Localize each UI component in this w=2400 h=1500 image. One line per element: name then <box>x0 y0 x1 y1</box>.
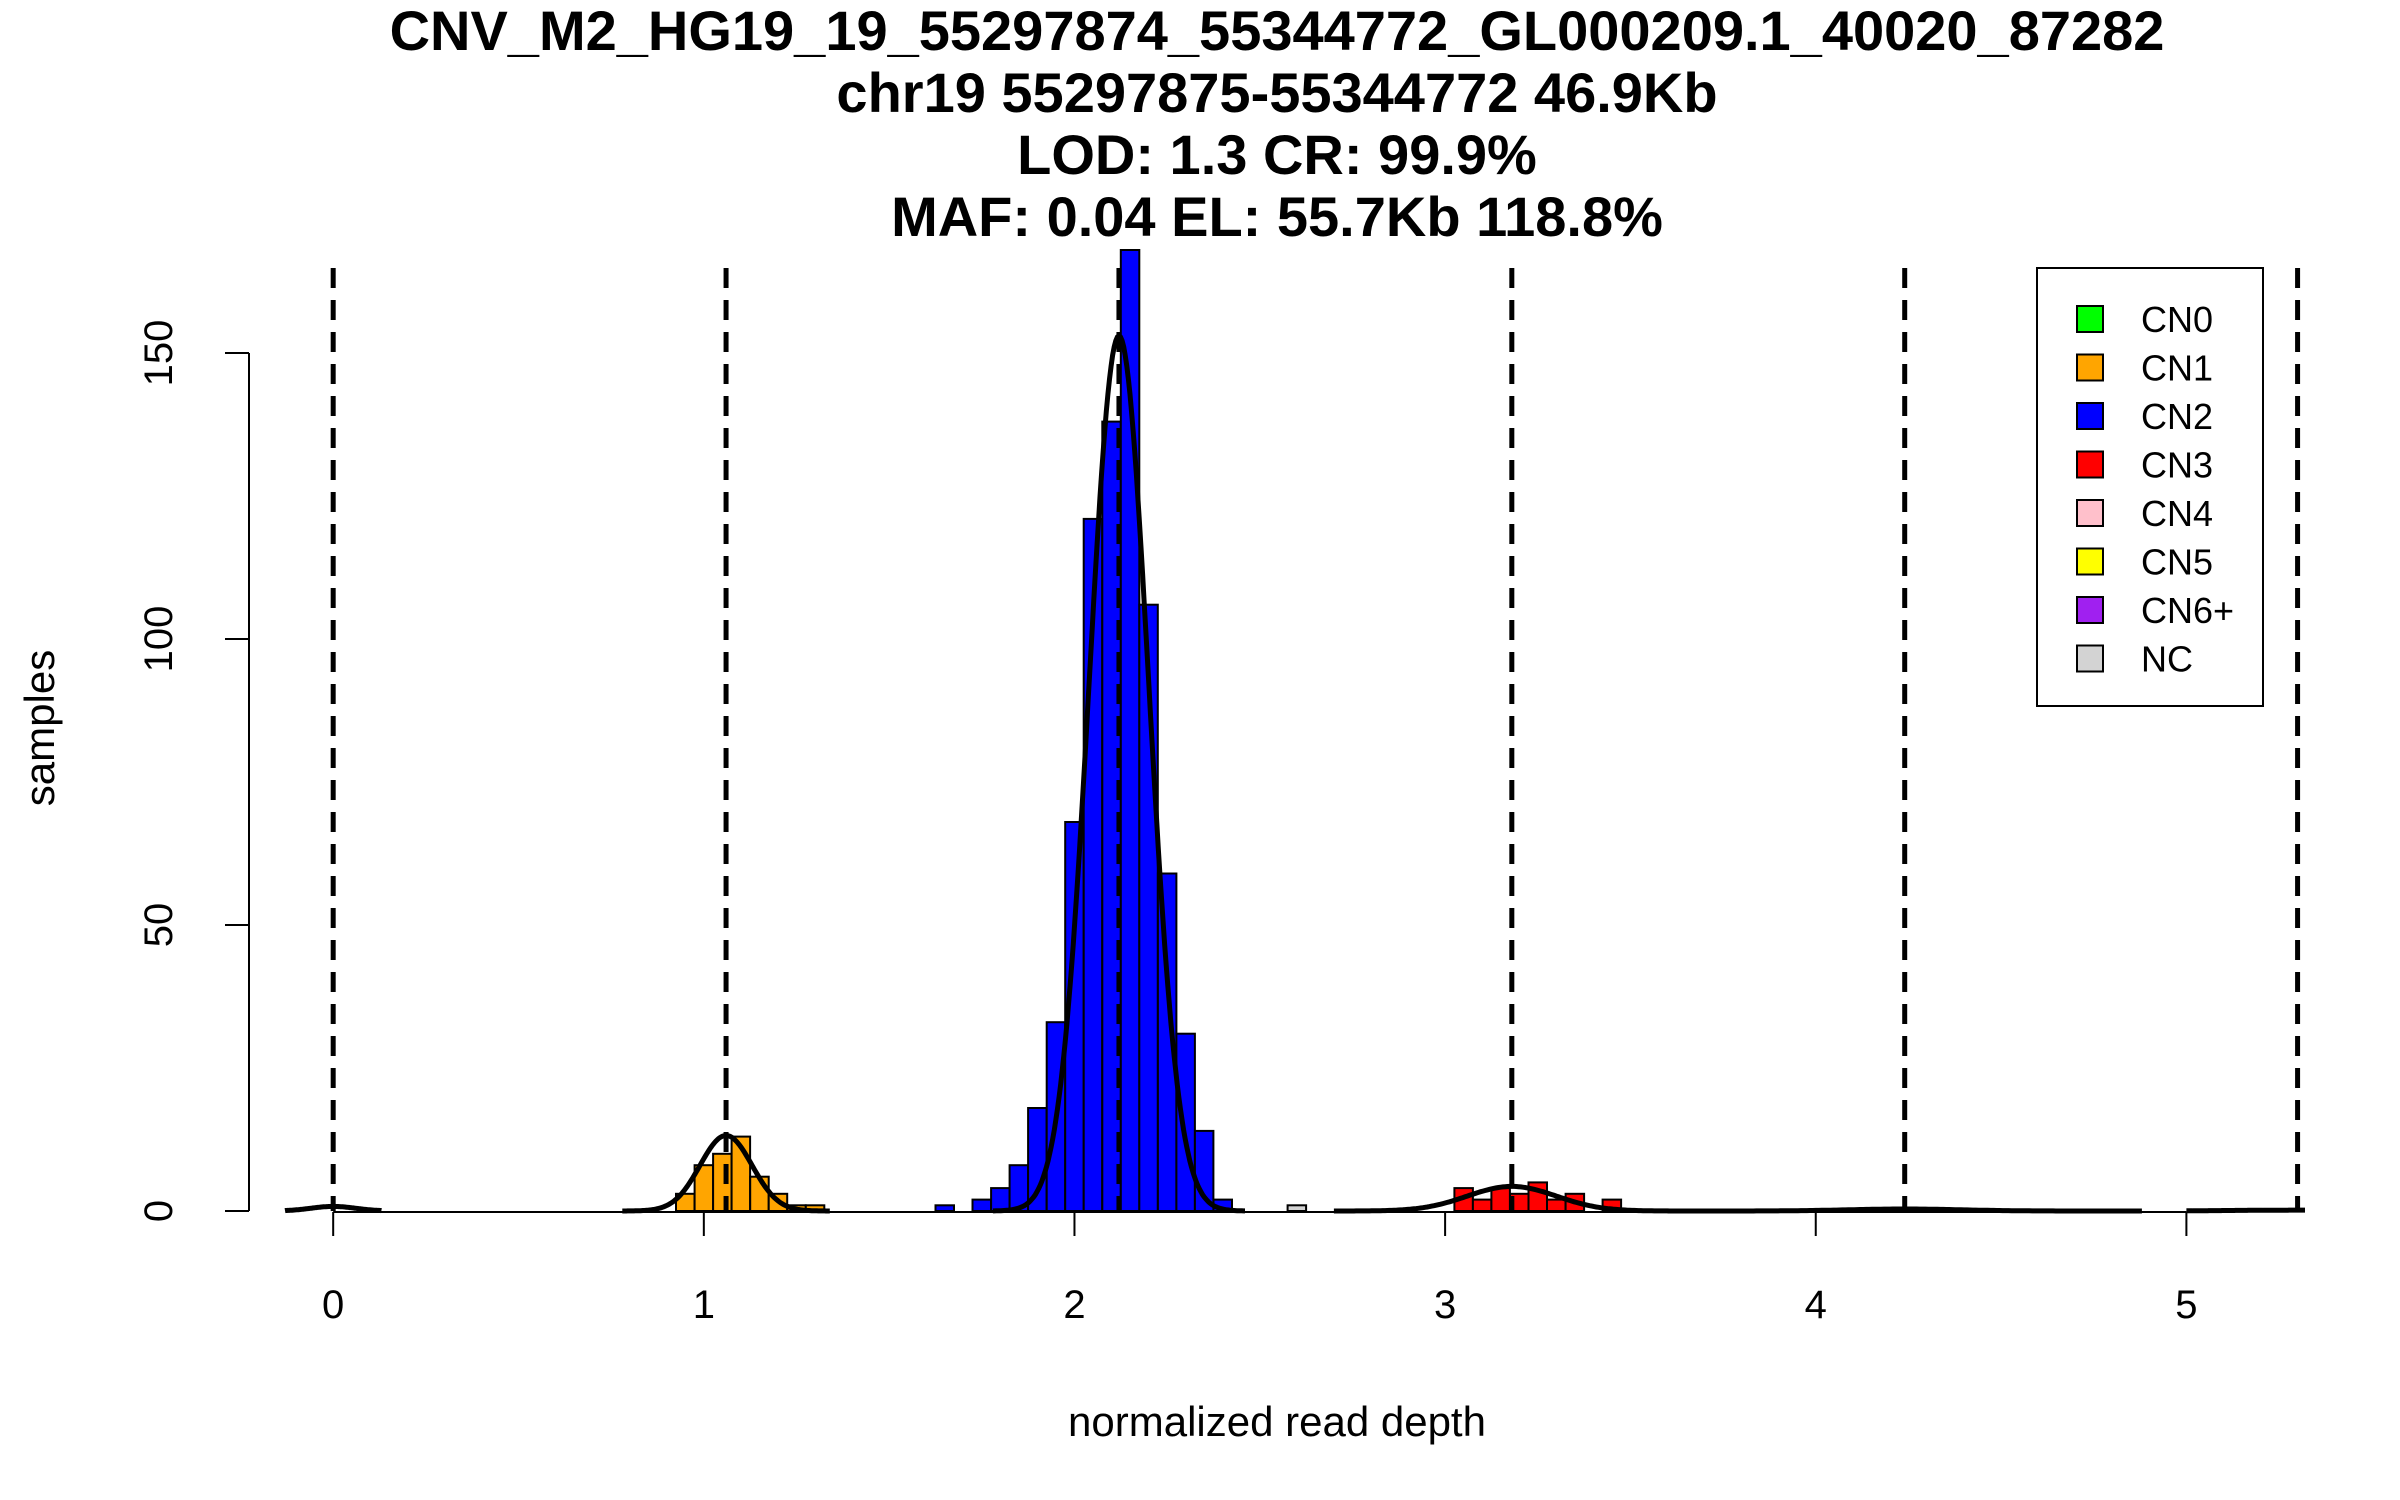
legend-swatch-cn5 <box>2076 547 2104 576</box>
title-line-3: LOD: 1.3 CR: 99.9% <box>1017 123 1537 186</box>
y-tick-label-3: 150 <box>137 320 181 387</box>
legend-swatch-cn4 <box>2076 499 2104 527</box>
title-line-4: MAF: 0.04 EL: 55.7Kb 118.8% <box>891 185 1663 248</box>
legend: CN0 CN1 CN2 CN3 CN4 CN5 CN6+ NC <box>2036 267 2264 707</box>
legend-label-cn4: CN4 <box>2141 493 2213 534</box>
y-axis-label: samples <box>16 650 63 806</box>
legend-label-cn2: CN2 <box>2141 396 2213 437</box>
x-tick-label-3: 3 <box>1434 1283 1456 1327</box>
histogram-bars <box>675 249 1623 1213</box>
y-tick-label-2: 100 <box>137 606 181 673</box>
chart-title: CNV_M2_HG19_19_55297874_55344772_GL00020… <box>390 0 2165 248</box>
bar-cn2-0 <box>934 1204 955 1213</box>
fit-curve-0 <box>284 1203 382 1214</box>
bar-cn2-12 <box>1175 1032 1196 1212</box>
legend-swatch-cn3 <box>2076 450 2104 479</box>
legend-swatch-cn0 <box>2076 305 2104 333</box>
y-tick-label-0: 0 <box>137 1200 181 1222</box>
legend-label-nc: NC <box>2141 639 2193 680</box>
legend-label-cn0: CN0 <box>2141 299 2213 340</box>
legend-label-cn6plus: CN6+ <box>2141 590 2234 631</box>
bar-cn3-5 <box>1546 1198 1567 1212</box>
legend-label-cn5: CN5 <box>2141 542 2213 583</box>
bar-cn2-2 <box>990 1187 1011 1212</box>
fit-curve-3 <box>1333 1183 1690 1214</box>
legend-swatch-cn2 <box>2076 402 2104 430</box>
bar-nc-0 <box>1286 1204 1308 1213</box>
bar-cn3-1 <box>1471 1198 1493 1212</box>
y-axis: 0 50 100 150 <box>137 320 250 1222</box>
title-line-2: chr19 55297875-55344772 46.9Kb <box>836 61 1717 124</box>
x-tick-label-2: 2 <box>1063 1283 1085 1327</box>
fit-curve-1 <box>622 1132 830 1214</box>
title-line-1: CNV_M2_HG19_19_55297874_55344772_GL00020… <box>390 0 2165 62</box>
x-tick-label-1: 1 <box>693 1283 715 1327</box>
y-tick-label-1: 50 <box>137 903 181 948</box>
fit-curve-5 <box>2186 1207 2305 1214</box>
fit-curve-2 <box>992 332 1245 1214</box>
legend-box <box>2036 267 2264 707</box>
bar-cn1-2 <box>712 1152 733 1213</box>
x-tick-label-4: 4 <box>1805 1283 1827 1327</box>
legend-swatch-cn6plus <box>2076 596 2104 624</box>
legend-label-cn3: CN3 <box>2141 445 2213 486</box>
bar-cn2-1 <box>971 1198 992 1212</box>
copy-number-guide-lines <box>330 268 2301 1211</box>
x-axis: 0 1 2 3 4 5 <box>322 1211 2198 1327</box>
x-tick-label-0: 0 <box>322 1283 344 1327</box>
fit-curve-4 <box>1667 1206 2142 1214</box>
bar-cn3-2 <box>1490 1187 1511 1212</box>
x-tick-label-5: 5 <box>2175 1283 2197 1327</box>
legend-swatch-nc <box>2076 644 2104 673</box>
x-axis-label: normalized read depth <box>1068 1398 1486 1445</box>
legend-swatch-cn1 <box>2076 353 2104 382</box>
legend-label-cn1: CN1 <box>2141 348 2213 389</box>
